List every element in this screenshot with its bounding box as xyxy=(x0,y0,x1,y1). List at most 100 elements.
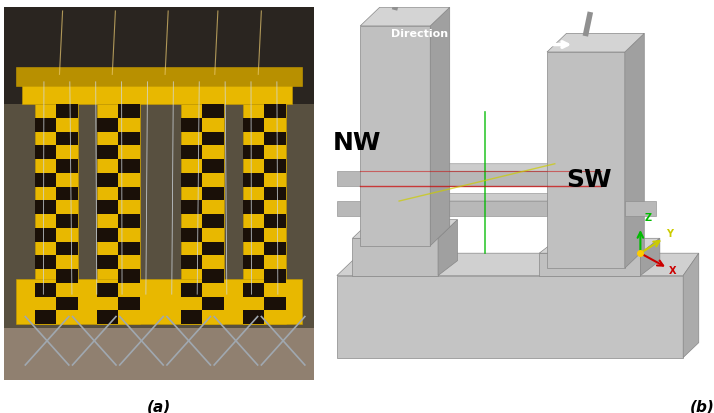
Polygon shape xyxy=(337,276,683,358)
Polygon shape xyxy=(353,239,438,276)
Polygon shape xyxy=(243,105,286,324)
Polygon shape xyxy=(625,34,644,268)
Polygon shape xyxy=(202,160,224,173)
Polygon shape xyxy=(35,311,56,324)
Polygon shape xyxy=(97,201,119,215)
Text: (b): (b) xyxy=(690,399,714,413)
Text: (a): (a) xyxy=(147,399,171,413)
Polygon shape xyxy=(16,280,302,324)
Polygon shape xyxy=(97,105,140,324)
Polygon shape xyxy=(181,228,202,242)
Text: X: X xyxy=(668,265,676,275)
Polygon shape xyxy=(264,132,286,146)
Polygon shape xyxy=(4,324,314,380)
Polygon shape xyxy=(35,201,56,215)
Polygon shape xyxy=(56,105,78,119)
Polygon shape xyxy=(353,220,458,239)
Polygon shape xyxy=(683,254,699,358)
Polygon shape xyxy=(431,172,547,187)
Polygon shape xyxy=(181,119,202,132)
Polygon shape xyxy=(438,220,458,276)
Polygon shape xyxy=(119,187,140,201)
Text: Y: Y xyxy=(665,229,673,239)
Polygon shape xyxy=(35,228,56,242)
Polygon shape xyxy=(56,187,78,201)
Polygon shape xyxy=(35,283,56,297)
Polygon shape xyxy=(16,68,302,86)
Text: SW: SW xyxy=(566,168,612,192)
Polygon shape xyxy=(431,194,558,202)
Polygon shape xyxy=(97,283,119,297)
Polygon shape xyxy=(243,228,264,242)
Polygon shape xyxy=(264,215,286,228)
Polygon shape xyxy=(35,105,78,324)
Polygon shape xyxy=(35,173,56,187)
Text: Direction of incident waves: Direction of incident waves xyxy=(391,29,563,39)
Polygon shape xyxy=(181,283,202,297)
Polygon shape xyxy=(56,132,78,146)
Polygon shape xyxy=(264,160,286,173)
Polygon shape xyxy=(243,201,264,215)
Polygon shape xyxy=(431,164,558,172)
Polygon shape xyxy=(337,172,361,187)
Polygon shape xyxy=(181,311,202,324)
Polygon shape xyxy=(119,215,140,228)
Polygon shape xyxy=(97,146,119,160)
Polygon shape xyxy=(264,242,286,256)
Polygon shape xyxy=(243,119,264,132)
Polygon shape xyxy=(202,297,224,311)
Polygon shape xyxy=(119,242,140,256)
Polygon shape xyxy=(361,8,450,27)
Polygon shape xyxy=(35,146,56,160)
Polygon shape xyxy=(243,283,264,297)
Polygon shape xyxy=(202,269,224,283)
Polygon shape xyxy=(181,173,202,187)
Polygon shape xyxy=(243,146,264,160)
Polygon shape xyxy=(35,119,56,132)
Polygon shape xyxy=(119,132,140,146)
Polygon shape xyxy=(97,173,119,187)
Polygon shape xyxy=(56,269,78,283)
Text: Z: Z xyxy=(644,212,651,222)
Text: NW: NW xyxy=(333,131,381,154)
Polygon shape xyxy=(264,187,286,201)
Polygon shape xyxy=(119,297,140,311)
Polygon shape xyxy=(4,8,314,380)
Polygon shape xyxy=(202,187,224,201)
Polygon shape xyxy=(361,27,431,246)
Polygon shape xyxy=(181,146,202,160)
Polygon shape xyxy=(640,239,660,276)
Polygon shape xyxy=(264,269,286,283)
Polygon shape xyxy=(337,202,361,216)
Polygon shape xyxy=(264,105,286,119)
Polygon shape xyxy=(202,242,224,256)
Polygon shape xyxy=(181,256,202,269)
Polygon shape xyxy=(56,215,78,228)
Polygon shape xyxy=(539,254,640,276)
Polygon shape xyxy=(625,202,656,216)
Polygon shape xyxy=(202,132,224,146)
Polygon shape xyxy=(539,239,660,254)
Polygon shape xyxy=(243,311,264,324)
Polygon shape xyxy=(547,34,644,53)
Polygon shape xyxy=(56,242,78,256)
Polygon shape xyxy=(97,256,119,269)
Polygon shape xyxy=(431,8,450,246)
Polygon shape xyxy=(431,202,547,216)
Polygon shape xyxy=(35,256,56,269)
Polygon shape xyxy=(56,160,78,173)
Polygon shape xyxy=(97,311,119,324)
Polygon shape xyxy=(243,173,264,187)
Polygon shape xyxy=(243,256,264,269)
Polygon shape xyxy=(119,105,140,119)
Polygon shape xyxy=(119,160,140,173)
Polygon shape xyxy=(22,83,293,105)
Polygon shape xyxy=(547,53,625,268)
Polygon shape xyxy=(119,269,140,283)
Polygon shape xyxy=(202,105,224,119)
Polygon shape xyxy=(181,105,224,324)
Polygon shape xyxy=(97,228,119,242)
Polygon shape xyxy=(97,119,119,132)
Polygon shape xyxy=(4,105,314,328)
Polygon shape xyxy=(202,215,224,228)
